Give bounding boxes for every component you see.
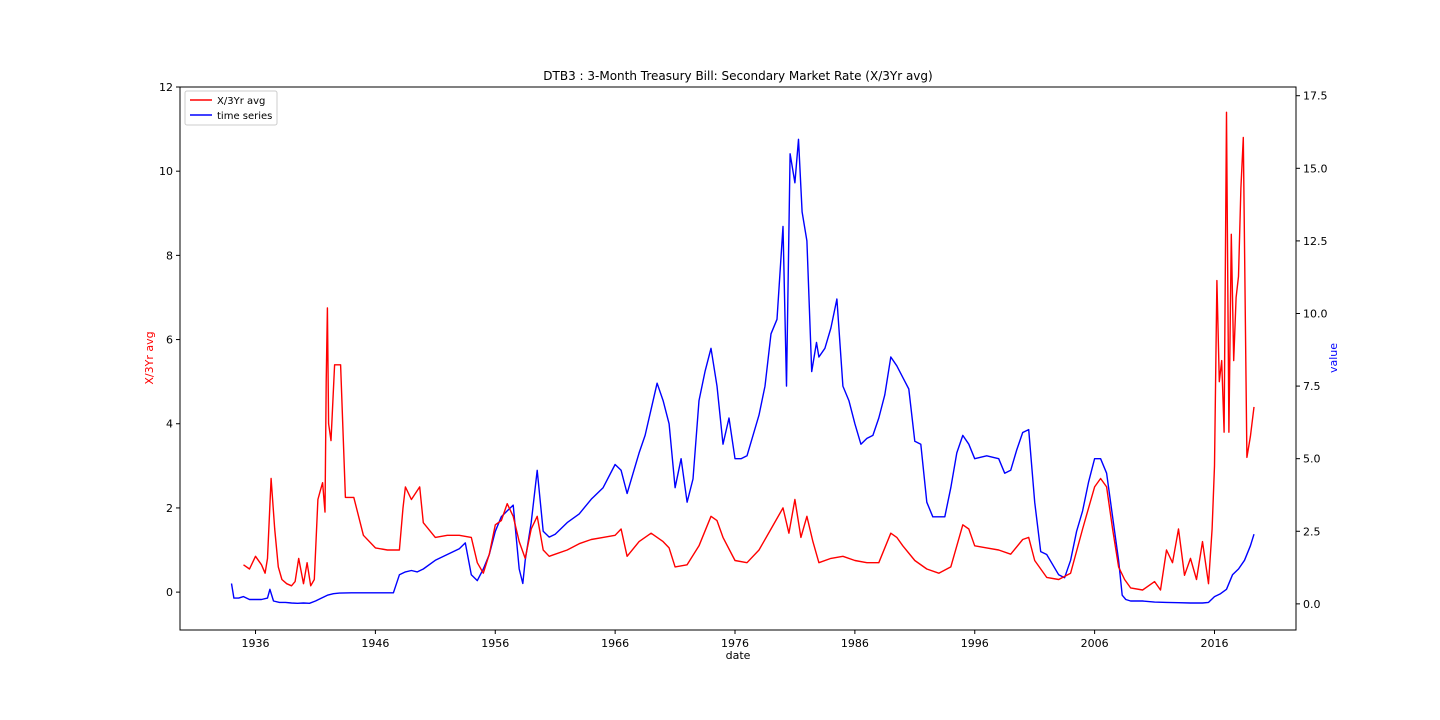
x-tick-label: 2016 bbox=[1200, 637, 1228, 650]
y-left-tick-label: 10 bbox=[159, 165, 173, 178]
legend-label-time-series: time series bbox=[217, 111, 272, 122]
chart-title: DTB3 : 3-Month Treasury Bill: Secondary … bbox=[543, 69, 932, 83]
y-axis-left: 0 2 4 6 8 10 12 bbox=[159, 81, 180, 599]
plot-frame bbox=[179, 86, 1297, 631]
y-axis-left-label: X/3Yr avg bbox=[143, 331, 156, 384]
y-left-tick-label: 4 bbox=[166, 418, 173, 431]
y-left-tick-label: 6 bbox=[166, 334, 173, 347]
y-right-tick-label: 17.5 bbox=[1303, 90, 1328, 103]
y-right-tick-label: 15.0 bbox=[1303, 162, 1328, 175]
y-right-tick-label: 5.0 bbox=[1303, 453, 1321, 466]
y-right-tick-label: 0.0 bbox=[1303, 598, 1321, 611]
x-axis-label: date bbox=[726, 649, 751, 662]
x-tick-label: 1936 bbox=[242, 637, 270, 650]
x-tick-label: 1946 bbox=[361, 637, 389, 650]
y-left-tick-label: 2 bbox=[166, 502, 173, 515]
y-right-tick-label: 12.5 bbox=[1303, 235, 1328, 248]
legend-label-x3yr-avg: X/3Yr avg bbox=[217, 96, 265, 107]
legend: X/3Yr avg time series bbox=[184, 90, 278, 126]
y-left-tick-label: 12 bbox=[159, 81, 173, 94]
x-tick-label: 1976 bbox=[721, 637, 749, 650]
x-tick-label: 1966 bbox=[601, 637, 629, 650]
series-line-x-3yr-avg bbox=[243, 111, 1255, 591]
series-layer bbox=[230, 111, 1255, 604]
y-axis-right: 0.0 2.5 5.0 7.5 10.0 12.5 15.0 17.5 bbox=[1296, 90, 1328, 611]
y-left-tick-label: 0 bbox=[166, 586, 173, 599]
plot-area bbox=[179, 86, 1297, 631]
y-right-tick-label: 10.0 bbox=[1303, 307, 1328, 320]
x-axis: 1936 1946 1956 1966 1976 1986 1996 2006 2016 bbox=[242, 630, 1228, 650]
y-right-tick-label: 2.5 bbox=[1303, 525, 1321, 538]
x-tick-label: 1996 bbox=[961, 637, 989, 650]
x-tick-label: 2006 bbox=[1081, 637, 1109, 650]
x-tick-label: 1986 bbox=[841, 637, 869, 650]
y-axis-right-label: value bbox=[1327, 343, 1340, 373]
y-left-tick-label: 8 bbox=[166, 249, 173, 262]
series-line-time-series bbox=[230, 138, 1255, 604]
x-tick-label: 1956 bbox=[481, 637, 509, 650]
y-right-tick-label: 7.5 bbox=[1303, 380, 1321, 393]
